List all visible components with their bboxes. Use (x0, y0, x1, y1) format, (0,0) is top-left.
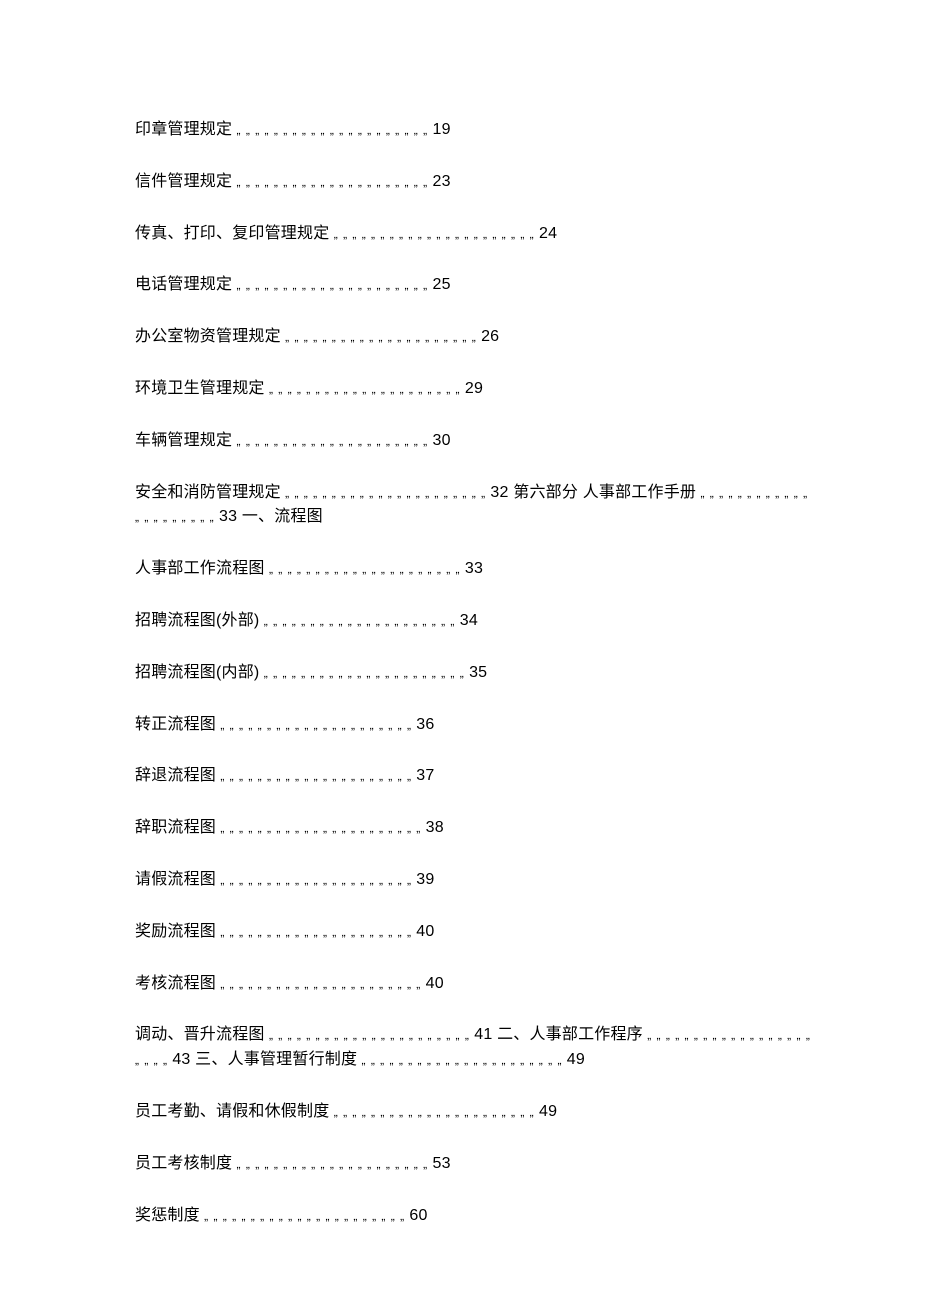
toc-leader-dots: „ „ „ „ „ „ „ „ „ „ „ „ „ „ „ „ „ „ „ „ … (265, 562, 465, 576)
toc-leader-dots: „ „ „ „ „ „ „ „ „ „ „ „ „ „ „ „ „ „ „ „ … (329, 1105, 539, 1119)
toc-page-number: 33 (219, 508, 237, 525)
toc-entry: 转正流程图 „ „ „ „ „ „ „ „ „ „ „ „ „ „ „ „ „ … (135, 713, 815, 738)
toc-leader-dots: „ „ „ „ „ „ „ „ „ „ „ „ „ „ „ „ „ „ „ „ … (259, 666, 469, 680)
toc-page-number: 33 (465, 560, 483, 577)
toc-leader-dots: „ „ „ „ „ „ „ „ „ „ „ „ „ „ „ „ „ „ „ „ … (232, 434, 432, 448)
toc-page-number: 40 (416, 923, 434, 940)
toc-title: 车辆管理规定 (135, 432, 232, 449)
toc-entry: 调动、晋升流程图 „ „ „ „ „ „ „ „ „ „ „ „ „ „ „ „… (135, 1023, 815, 1073)
toc-title: 奖励流程图 (135, 923, 216, 940)
toc-entry: 电话管理规定 „ „ „ „ „ „ „ „ „ „ „ „ „ „ „ „ „… (135, 273, 815, 298)
toc-entry: 辞职流程图 „ „ „ „ „ „ „ „ „ „ „ „ „ „ „ „ „ … (135, 816, 815, 841)
toc-page-number: 34 (460, 612, 478, 629)
toc-page-number: 32 (490, 484, 508, 501)
toc-entry: 考核流程图 „ „ „ „ „ „ „ „ „ „ „ „ „ „ „ „ „ … (135, 972, 815, 997)
toc-title: 请假流程图 (135, 871, 216, 888)
toc-page-number: 24 (539, 225, 557, 242)
toc-page-number: 41 (474, 1026, 492, 1043)
toc-page-number: 36 (416, 716, 434, 733)
toc-title: 人事部工作流程图 (135, 560, 265, 577)
toc-leader-dots: „ „ „ „ „ „ „ „ „ „ „ „ „ „ „ „ „ „ „ „ … (216, 821, 426, 835)
toc-entry: 招聘流程图(外部) „ „ „ „ „ „ „ „ „ „ „ „ „ „ „ … (135, 609, 815, 634)
toc-page-number: 40 (426, 975, 444, 992)
toc-leader-dots: „ „ „ „ „ „ „ „ „ „ „ „ „ „ „ „ „ „ „ „ … (216, 977, 426, 991)
toc-leader-dots: „ „ „ „ „ „ „ „ „ „ „ „ „ „ „ „ „ „ „ „ … (357, 1053, 567, 1067)
toc-leader-dots: „ „ „ „ „ „ „ „ „ „ „ „ „ „ „ „ „ „ „ „ … (281, 330, 481, 344)
toc-title: 安全和消防管理规定 (135, 484, 281, 501)
toc-page-number: 43 (172, 1051, 190, 1068)
toc-leader-dots: „ „ „ „ „ „ „ „ „ „ „ „ „ „ „ „ „ „ „ „ … (281, 486, 491, 500)
toc-title: 信件管理规定 (135, 173, 232, 190)
toc-title: 电话管理规定 (135, 276, 232, 293)
toc-title: 印章管理规定 (135, 121, 232, 138)
toc-page-number: 53 (432, 1155, 450, 1172)
toc-entry: 环境卫生管理规定 „ „ „ „ „ „ „ „ „ „ „ „ „ „ „ „… (135, 377, 815, 402)
toc-entry: 奖惩制度 „ „ „ „ „ „ „ „ „ „ „ „ „ „ „ „ „ „… (135, 1204, 815, 1229)
table-of-contents: 印章管理规定 „ „ „ „ „ „ „ „ „ „ „ „ „ „ „ „ „… (135, 118, 815, 1228)
toc-title: 环境卫生管理规定 (135, 380, 265, 397)
toc-inline-title: 二、人事部工作程序 (492, 1026, 642, 1043)
toc-leader-dots: „ „ „ „ „ „ „ „ „ „ „ „ „ „ „ „ „ „ „ „ … (232, 175, 432, 189)
toc-entry: 员工考核制度 „ „ „ „ „ „ „ „ „ „ „ „ „ „ „ „ „… (135, 1152, 815, 1177)
toc-title: 招聘流程图(内部) (135, 664, 259, 681)
toc-leader-dots: „ „ „ „ „ „ „ „ „ „ „ „ „ „ „ „ „ „ „ „ … (329, 227, 539, 241)
toc-title: 办公室物资管理规定 (135, 328, 281, 345)
toc-entry: 招聘流程图(内部) „ „ „ „ „ „ „ „ „ „ „ „ „ „ „ … (135, 661, 815, 686)
toc-page-number: 30 (432, 432, 450, 449)
toc-page-number: 49 (567, 1051, 585, 1068)
toc-entry: 车辆管理规定 „ „ „ „ „ „ „ „ „ „ „ „ „ „ „ „ „… (135, 429, 815, 454)
toc-inline-title: 第六部分 人事部工作手册 (509, 484, 697, 501)
toc-page-number: 37 (416, 767, 434, 784)
toc-entry: 办公室物资管理规定 „ „ „ „ „ „ „ „ „ „ „ „ „ „ „ … (135, 325, 815, 350)
toc-title: 辞退流程图 (135, 767, 216, 784)
toc-leader-dots: „ „ „ „ „ „ „ „ „ „ „ „ „ „ „ „ „ „ „ „ … (200, 1209, 410, 1223)
toc-leader-dots: „ „ „ „ „ „ „ „ „ „ „ „ „ „ „ „ „ „ „ „ … (216, 769, 416, 783)
toc-title: 转正流程图 (135, 716, 216, 733)
toc-title: 辞职流程图 (135, 819, 216, 836)
toc-entry: 信件管理规定 „ „ „ „ „ „ „ „ „ „ „ „ „ „ „ „ „… (135, 170, 815, 195)
toc-title: 员工考勤、请假和休假制度 (135, 1103, 329, 1120)
toc-entry: 员工考勤、请假和休假制度 „ „ „ „ „ „ „ „ „ „ „ „ „ „… (135, 1100, 815, 1125)
toc-entry: 人事部工作流程图 „ „ „ „ „ „ „ „ „ „ „ „ „ „ „ „… (135, 557, 815, 582)
toc-leader-dots: „ „ „ „ „ „ „ „ „ „ „ „ „ „ „ „ „ „ „ „ … (216, 925, 416, 939)
toc-page-number: 49 (539, 1103, 557, 1120)
toc-entry: 请假流程图 „ „ „ „ „ „ „ „ „ „ „ „ „ „ „ „ „ … (135, 868, 815, 893)
toc-leader-dots: „ „ „ „ „ „ „ „ „ „ „ „ „ „ „ „ „ „ „ „ … (216, 873, 416, 887)
toc-page-number: 35 (469, 664, 487, 681)
toc-leader-dots: „ „ „ „ „ „ „ „ „ „ „ „ „ „ „ „ „ „ „ „ … (216, 718, 416, 732)
toc-leader-dots: „ „ „ „ „ „ „ „ „ „ „ „ „ „ „ „ „ „ „ „ … (232, 1157, 432, 1171)
toc-leader-dots: „ „ „ „ „ „ „ „ „ „ „ „ „ „ „ „ „ „ „ „ … (232, 278, 432, 292)
toc-entry: 辞退流程图 „ „ „ „ „ „ „ „ „ „ „ „ „ „ „ „ „ … (135, 764, 815, 789)
toc-page-number: 23 (432, 173, 450, 190)
toc-title: 奖惩制度 (135, 1207, 200, 1224)
toc-leader-dots: „ „ „ „ „ „ „ „ „ „ „ „ „ „ „ „ „ „ „ „ … (232, 123, 432, 137)
toc-page-number: 39 (416, 871, 434, 888)
toc-entry: 印章管理规定 „ „ „ „ „ „ „ „ „ „ „ „ „ „ „ „ „… (135, 118, 815, 143)
toc-leader-dots: „ „ „ „ „ „ „ „ „ „ „ „ „ „ „ „ „ „ „ „ … (265, 1028, 475, 1042)
toc-inline-title: 三、人事管理暂行制度 (191, 1051, 358, 1068)
toc-title: 招聘流程图(外部) (135, 612, 259, 629)
toc-page-number: 29 (465, 380, 483, 397)
toc-inline-title: 一、流程图 (237, 508, 323, 525)
toc-page-number: 26 (481, 328, 499, 345)
toc-title: 考核流程图 (135, 975, 216, 992)
document-page: 印章管理规定 „ „ „ „ „ „ „ „ „ „ „ „ „ „ „ „ „… (0, 0, 950, 1315)
toc-leader-dots: „ „ „ „ „ „ „ „ „ „ „ „ „ „ „ „ „ „ „ „ … (265, 382, 465, 396)
toc-page-number: 38 (426, 819, 444, 836)
toc-title: 员工考核制度 (135, 1155, 232, 1172)
toc-entry: 奖励流程图 „ „ „ „ „ „ „ „ „ „ „ „ „ „ „ „ „ … (135, 920, 815, 945)
toc-entry: 传真、打印、复印管理规定 „ „ „ „ „ „ „ „ „ „ „ „ „ „… (135, 222, 815, 247)
toc-page-number: 25 (432, 276, 450, 293)
toc-entry: 安全和消防管理规定 „ „ „ „ „ „ „ „ „ „ „ „ „ „ „ … (135, 481, 815, 531)
toc-title: 调动、晋升流程图 (135, 1026, 265, 1043)
toc-title: 传真、打印、复印管理规定 (135, 225, 329, 242)
toc-leader-dots: „ „ „ „ „ „ „ „ „ „ „ „ „ „ „ „ „ „ „ „ … (259, 614, 459, 628)
toc-page-number: 60 (409, 1207, 427, 1224)
toc-page-number: 19 (432, 121, 450, 138)
